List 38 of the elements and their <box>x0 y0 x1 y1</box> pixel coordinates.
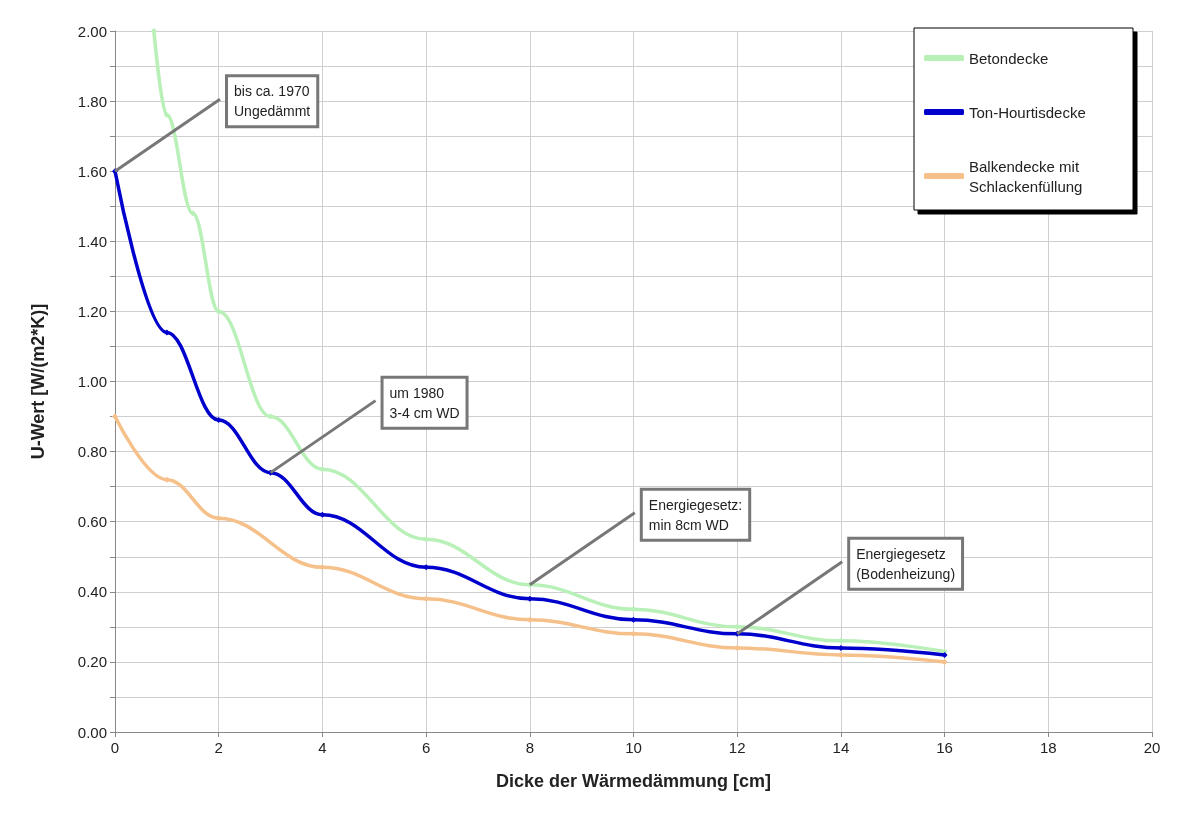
legend-label: Balkendecke mit Schlackenfüllung <box>969 157 1084 195</box>
x-tick-label: 16 <box>936 739 953 756</box>
x-tick-label: 2 <box>214 739 223 756</box>
x-axis-title: Dicke der Wärmedämmung [cm] <box>495 771 772 791</box>
x-tick-label: 6 <box>421 739 431 756</box>
x-tick-label: 10 <box>625 739 642 756</box>
legend-label: Betondecke <box>969 49 1049 67</box>
y-tick-label: 1.00 <box>77 373 107 390</box>
point <box>189 210 196 217</box>
point <box>215 515 222 522</box>
x-tick-label: 14 <box>832 739 850 756</box>
annotation: Energiegesetz (Bodenheizung) <box>856 545 956 582</box>
y-tick-label: 0.40 <box>77 583 107 601</box>
x-tick-label: 0 <box>110 739 120 756</box>
point <box>215 417 222 424</box>
y-tick-label: 0.80 <box>77 443 107 461</box>
y-tick-label: 2.00 <box>77 22 107 40</box>
y-tick-label: 1.20 <box>77 302 107 320</box>
x-tick-label: 20 <box>1143 739 1161 756</box>
y-tick-label: 1.40 <box>77 232 107 250</box>
y-axis-title: U-Wert [W/(m2*K)] <box>28 303 48 460</box>
y-tick-label: 0.20 <box>77 653 107 671</box>
y-tick-label: 0.60 <box>77 513 107 531</box>
point <box>163 329 170 336</box>
point <box>150 28 157 34</box>
x-tick-label: 18 <box>1039 739 1057 756</box>
annotation: bis ca. 1970 Ungedämmt <box>234 83 311 120</box>
y-tick-label: 1.60 <box>77 162 107 180</box>
annotation: um 1980 3-4 cm WD <box>389 384 460 421</box>
y-tick-label: 0.00 <box>77 723 107 741</box>
x-tick-label: 8 <box>525 739 534 756</box>
x-tick-label: 4 <box>318 739 327 756</box>
x-tick-label: 12 <box>728 739 746 756</box>
point <box>319 511 326 518</box>
legend-label: Ton-Hourtisdecke <box>969 103 1086 121</box>
y-tick-label: 1.80 <box>77 92 107 110</box>
annotation: Energiegesetz: min 8cm WD <box>648 496 743 533</box>
point <box>163 112 170 119</box>
